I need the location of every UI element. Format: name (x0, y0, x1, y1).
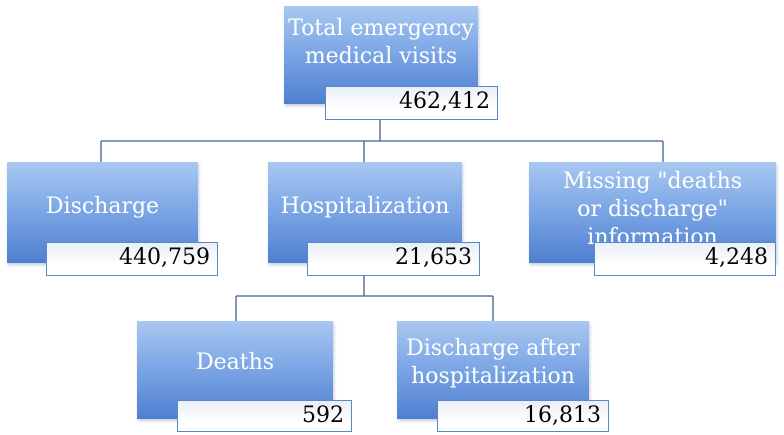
node-discharge-label: Discharge (45, 193, 160, 219)
node-hospitalization-label: Hospitalization (280, 193, 450, 219)
value-hospitalization: 21,653 (307, 242, 480, 276)
node-discharge-after-hospitalization-label: Discharge after hospitalization (406, 336, 580, 389)
node-total-visits-label: Total emergency medical visits (288, 16, 474, 69)
value-discharge-after-hospitalization: 16,813 (437, 400, 609, 432)
node-deaths-label: Deaths (195, 350, 275, 375)
value-missing-info: 4,248 (594, 242, 776, 276)
node-missing-info-label: Missing "deaths or discharge" informatio… (562, 169, 743, 250)
value-total-visits: 462,412 (325, 86, 498, 120)
value-discharge: 440,759 (46, 242, 218, 276)
value-deaths: 592 (177, 400, 352, 432)
